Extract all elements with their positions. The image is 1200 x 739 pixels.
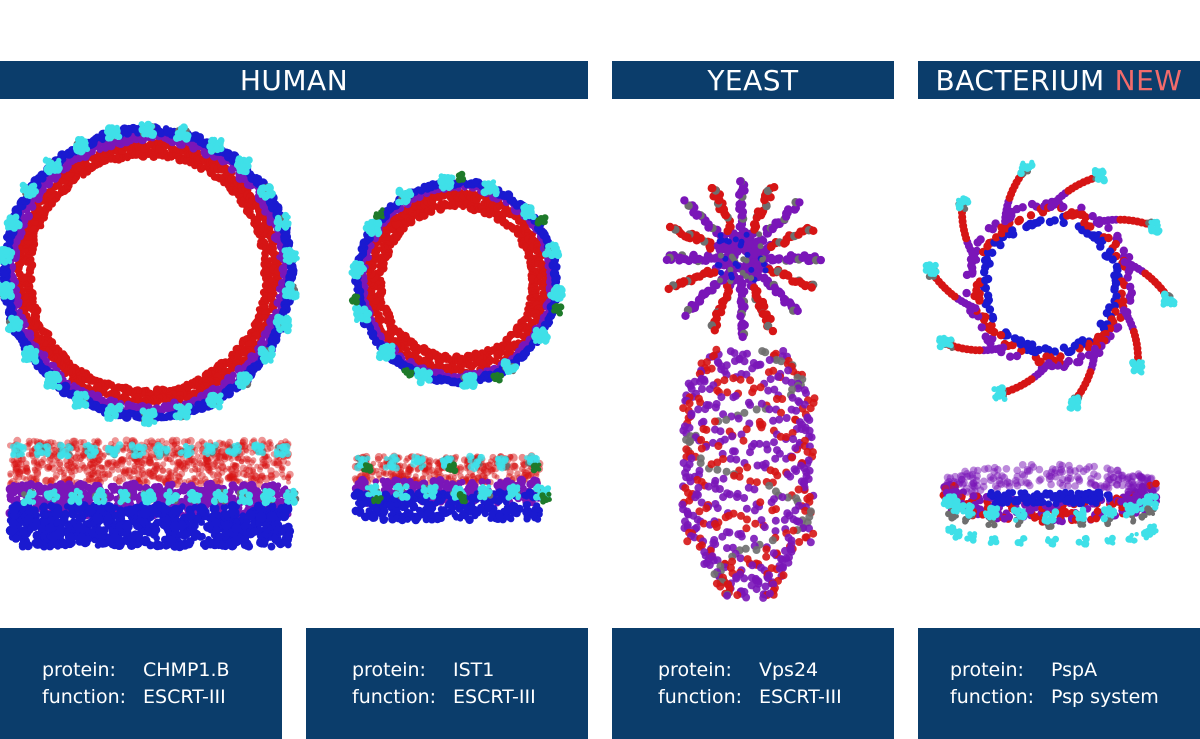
chmp1b-tube-side-view	[5, 436, 300, 552]
protein-value: Vps24	[759, 659, 819, 681]
function-label: function:	[352, 686, 437, 708]
protein-value: CHMP1.B	[143, 659, 230, 681]
function-value: ESCRT-III	[143, 686, 226, 708]
pspa-ring-top-view	[922, 159, 1178, 412]
protein-label: protein:	[352, 659, 426, 681]
function-label: function:	[658, 686, 743, 708]
pspa-ring-side-view	[939, 460, 1161, 548]
new-badge: NEW	[1114, 63, 1183, 97]
info-card-ist1: protein: IST1 function: ESCRT-III	[306, 628, 588, 739]
protein-label: protein:	[950, 659, 1024, 681]
header-bacterium: BACTERIUM NEW	[918, 61, 1200, 99]
header-yeast: YEAST	[612, 61, 894, 99]
function-value: ESCRT-III	[759, 686, 842, 708]
header-human: HUMAN	[0, 61, 588, 99]
header-bacterium-label: BACTERIUM	[935, 63, 1105, 97]
chmp1b-ring-top-view	[0, 120, 300, 428]
ist1-tube-side-view	[350, 452, 552, 525]
protein-label: protein:	[42, 659, 116, 681]
header-yeast-label: YEAST	[707, 63, 799, 97]
vps24-spiral-top-view	[662, 177, 825, 342]
function-label: function:	[42, 686, 127, 708]
function-value: ESCRT-III	[453, 686, 536, 708]
protein-value: PspA	[1051, 659, 1098, 681]
vps24-helix-side-view	[678, 345, 819, 602]
protein-label: protein:	[658, 659, 732, 681]
function-value: Psp system	[1051, 686, 1159, 708]
protein-value: IST1	[453, 659, 495, 681]
ist1-ring-top-view	[348, 170, 566, 390]
info-card-chmp1b: protein: CHMP1.B function: ESCRT-III	[0, 628, 282, 739]
header-human-label: HUMAN	[239, 63, 349, 97]
info-card-vps24: protein: Vps24 function: ESCRT-III	[612, 628, 894, 739]
function-label: function:	[950, 686, 1035, 708]
info-card-pspa: protein: PspA function: Psp system	[918, 628, 1200, 739]
